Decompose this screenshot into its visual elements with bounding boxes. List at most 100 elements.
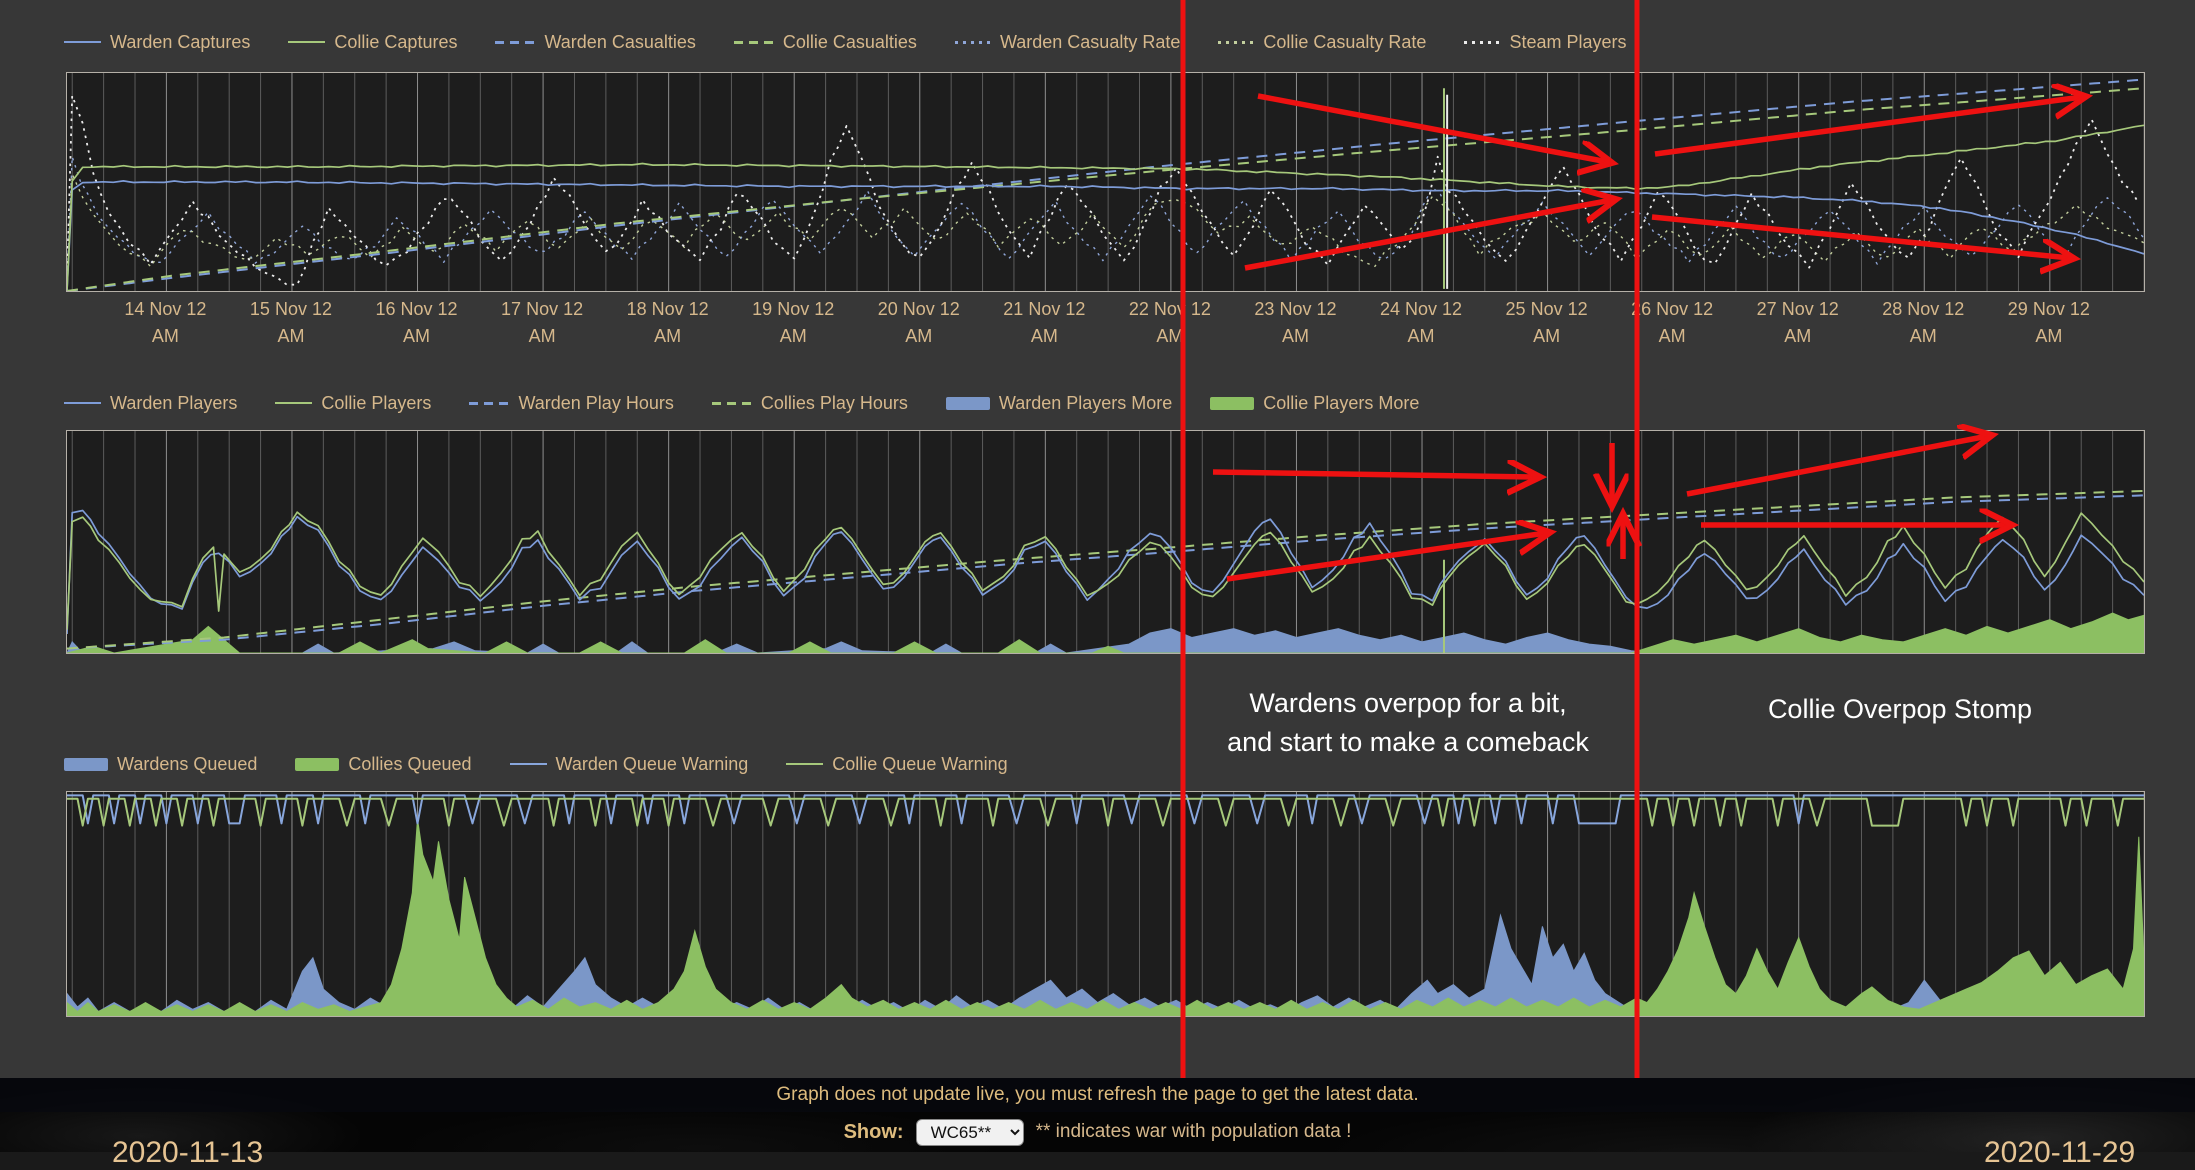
legend-item-label: Warden Casualties [544,31,696,52]
legend-item-label: Steam Players [1509,31,1627,52]
tick-ampm: AM [528,326,556,346]
legend-item-label: Warden Casualty Rate [999,31,1181,52]
x-axis-tick: 20 Nov 12 AM [854,296,984,350]
legend-swatch-line [64,402,101,404]
tick-date: 29 Nov 12 [2007,299,2090,319]
war-select[interactable]: WC65** [915,1118,1024,1146]
tick-date: 18 Nov 12 [626,299,709,319]
x-axis-tick: 28 Nov 12 AM [1858,296,1988,350]
x-axis-tick: 27 Nov 12 AM [1733,296,1863,350]
legend-item-label: Warden Players More [998,392,1173,413]
tick-ampm: AM [905,326,933,346]
population-hint: ** indicates war with population data ! [1035,1121,1352,1142]
players-chart[interactable] [66,430,2145,654]
legend-item: Warden Play Hours [469,393,674,414]
x-axis-tick: 25 Nov 12 AM [1482,296,1612,350]
legend-item: Collies Play Hours [711,393,908,414]
x-axis-tick: 29 Nov 12 AM [1984,296,2114,350]
legend-item-label: Collie Players [321,392,432,413]
show-label: Show: [843,1120,904,1143]
legend-swatch-dash [495,40,536,44]
chart-canvas[interactable] [67,73,2144,291]
legend-swatch-dot [954,40,991,44]
tick-date: 25 Nov 12 [1505,299,1588,319]
tick-ampm: AM [403,326,431,346]
tick-date: 22 Nov 12 [1128,299,1211,319]
tick-date: 27 Nov 12 [1756,299,1839,319]
legend-captures-chart: Warden Captures Collie Captures Warden Cas… [64,29,1626,55]
tick-ampm: AM [1533,326,1561,346]
tick-date: 15 Nov 12 [249,299,332,319]
legend-item: Warden Casualties [495,31,696,53]
legend-item-label: Collie Queue Warning [832,753,1008,774]
tick-date: 17 Nov 12 [501,299,584,319]
legend-item-label: Warden Queue Warning [555,753,749,774]
legend-item: Collie Casualties [733,31,917,53]
war-end-date: 2020-11-29 [1984,1136,2136,1169]
queue-chart[interactable] [66,791,2145,1017]
x-axis-tick: 15 Nov 12 AM [226,296,356,350]
tick-ampm: AM [1281,326,1309,346]
tick-date: 20 Nov 12 [877,299,960,319]
annotation-text: Wardens overpop for a bit, and start to m… [1227,688,1589,757]
tick-date: 26 Nov 12 [1631,299,1714,319]
legend-swatch-line [275,402,313,404]
legend-swatch-line [509,763,547,765]
legend-item: Wardens Queued [64,754,257,775]
legend-item: Warden Players [64,393,237,414]
legend-item: Collies Queued [295,753,472,775]
legend-swatch-dot [1218,40,1255,44]
legend-swatch-line [786,763,824,765]
legend-item-label: Collie Casualties [782,31,917,52]
tick-ampm: AM [654,326,682,346]
legend-swatch-line [288,41,326,43]
chart-canvas[interactable] [67,792,2144,1016]
annotation-text: Collie Overpop Stomp [1767,694,2033,724]
legend-item: Warden Players More [945,392,1173,414]
x-axis-tick: 26 Nov 12 AM [1607,296,1737,350]
legend-item: Collie Players More [1210,393,1419,414]
legend-item: Collie Players [275,393,431,414]
legend-swatch-dash [469,401,510,405]
legend-players-chart: Warden Players Collie Players Warden Play … [64,390,1419,416]
legend-swatch-rect [945,396,990,410]
legend-swatch-rect [295,757,340,771]
tick-ampm: AM [151,326,179,346]
x-axis-tick: 21 Nov 12 AM [979,296,1109,350]
legend-swatch-dash [733,40,774,44]
legend-item-label: Collie Players More [1263,392,1420,413]
tick-date: 19 Nov 12 [752,299,835,319]
x-axis-tick: 22 Nov 12 AM [1105,296,1235,350]
tick-date: 21 Nov 12 [1003,299,1086,319]
legend-queue-chart: Wardens Queued Collies Queued Warden Queue… [64,751,1008,777]
tick-date: 16 Nov 12 [375,299,458,319]
controls-row: Show: WC65** ** indicates war with popul… [0,1112,2195,1152]
legend-item-label: Wardens Queued [117,753,258,774]
x-axis-tick: 19 Nov 12 AM [728,296,858,350]
legend-swatch-dot [1464,40,1501,44]
legend-item-label: Warden Captures [110,31,251,52]
tick-ampm: AM [1156,326,1184,346]
legend-item-label: Collies Queued [348,753,472,774]
legend-swatch-rect [1210,396,1255,410]
tick-ampm: AM [1658,326,1686,346]
footer-background: Graph does not update live, you must ref… [0,1078,2195,1152]
legend-swatch-line [64,41,101,43]
legend-item-label: Collie Casualty Rate [1263,31,1427,52]
x-axis-tick: 18 Nov 12 AM [603,296,733,350]
notice-bar: Graph does not update live, you must ref… [0,1078,2195,1112]
tick-ampm: AM [1784,326,1812,346]
captures-casualties-chart[interactable] [66,72,2145,292]
legend-item-label: Collie Captures [334,31,458,52]
legend-item: Collie Casualty Rate [1218,32,1426,53]
legend-swatch-rect [64,757,108,771]
war-start-date: 2020-11-13 [112,1136,264,1169]
tick-ampm: AM [277,326,305,346]
x-axis-tick: 14 Nov 12 AM [100,296,230,350]
legend-item-label: Warden Players [110,392,238,413]
legend-item: Steam Players [1464,32,1626,53]
notice-text: Graph does not update live, you must ref… [776,1084,1419,1105]
legend-item: Warden Captures [64,32,250,53]
tick-ampm: AM [2035,326,2063,346]
chart-canvas[interactable] [67,431,2144,653]
